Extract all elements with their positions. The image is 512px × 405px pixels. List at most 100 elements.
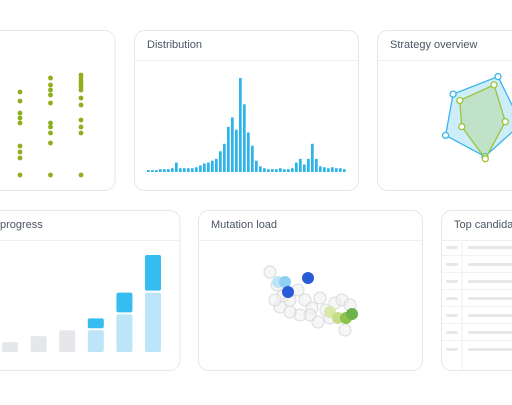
point (302, 272, 314, 284)
dot (48, 93, 53, 98)
card-title: Top candidat (454, 219, 512, 231)
card (199, 211, 423, 371)
bar (223, 144, 226, 172)
bar (279, 168, 282, 172)
point (314, 292, 326, 304)
bar (247, 133, 250, 172)
dot (48, 141, 53, 146)
bar (343, 169, 346, 172)
card-title: Distribution (147, 39, 202, 51)
bar (331, 167, 334, 172)
dot (18, 173, 23, 178)
bar (339, 168, 342, 172)
bar (267, 169, 270, 172)
bar (259, 166, 262, 172)
bar (195, 167, 198, 172)
bar (243, 104, 246, 172)
bar (159, 169, 162, 172)
bar (315, 159, 318, 172)
radar-point (459, 124, 465, 130)
dot (48, 125, 53, 130)
bar (151, 170, 154, 172)
bar-segment (145, 293, 161, 352)
bar (303, 164, 306, 172)
point (282, 286, 294, 298)
dot (48, 76, 53, 81)
point (339, 324, 351, 336)
bar-segment (88, 318, 104, 328)
bar (155, 170, 158, 172)
point (346, 308, 358, 320)
point (269, 294, 281, 306)
bar (287, 169, 290, 172)
dot (79, 103, 84, 108)
bar (211, 161, 214, 172)
dot (18, 121, 23, 126)
bar (311, 144, 314, 172)
bar (199, 165, 202, 172)
bar-segment (88, 330, 104, 352)
dot (79, 125, 84, 130)
card (0, 31, 115, 191)
bar (319, 166, 322, 172)
dot (18, 156, 23, 161)
card (442, 211, 512, 371)
dot (79, 131, 84, 136)
bar (307, 159, 310, 172)
dot (48, 83, 53, 88)
bar (291, 168, 294, 172)
radar-point (457, 97, 463, 103)
bar (179, 168, 182, 172)
bar (283, 169, 286, 172)
bar (239, 78, 242, 172)
bar-segment (145, 255, 161, 291)
bar (251, 146, 254, 172)
dot (18, 90, 23, 95)
bar-segment (59, 330, 75, 352)
radar-point (491, 82, 497, 88)
bar (163, 169, 166, 172)
dot (48, 131, 53, 136)
bar (175, 163, 178, 172)
radar-point (450, 91, 456, 97)
bar (271, 169, 274, 172)
dot (18, 111, 23, 116)
dot (18, 144, 23, 149)
bar (299, 159, 302, 172)
card-title: progress (0, 219, 43, 231)
bar-segment (116, 293, 132, 313)
bar (183, 168, 186, 172)
bar (231, 117, 234, 172)
dot (79, 96, 84, 101)
card-title: Strategy overview (390, 39, 477, 51)
bar (255, 161, 258, 172)
bar (295, 163, 298, 172)
card (135, 31, 359, 191)
dot (18, 116, 23, 121)
radar-point (482, 156, 488, 162)
dot (79, 88, 84, 93)
card-title: Mutation load (211, 219, 277, 231)
radar-point (443, 132, 449, 138)
dot (18, 150, 23, 155)
bar (203, 164, 206, 172)
bar (191, 168, 194, 172)
bar (187, 168, 190, 172)
bar (335, 168, 338, 172)
bar-segment (2, 342, 18, 352)
bar (227, 127, 230, 172)
bar (235, 130, 238, 172)
bar (207, 163, 210, 172)
bar (219, 151, 222, 172)
bar (171, 168, 174, 172)
dot (18, 99, 23, 104)
bar (323, 167, 326, 172)
radar-point (502, 119, 508, 125)
bar (215, 159, 218, 172)
bar (147, 170, 150, 172)
dot (48, 101, 53, 106)
dot (79, 118, 84, 123)
point (264, 266, 276, 278)
